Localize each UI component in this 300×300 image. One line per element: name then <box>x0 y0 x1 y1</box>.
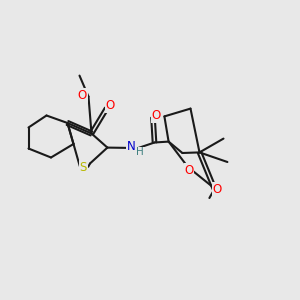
Text: N: N <box>127 140 136 154</box>
Text: O: O <box>184 164 194 177</box>
Text: S: S <box>80 161 87 174</box>
Text: O: O <box>106 99 115 112</box>
Text: H: H <box>136 147 144 158</box>
Text: O: O <box>213 183 222 196</box>
Text: O: O <box>152 109 160 122</box>
Text: O: O <box>78 89 87 102</box>
